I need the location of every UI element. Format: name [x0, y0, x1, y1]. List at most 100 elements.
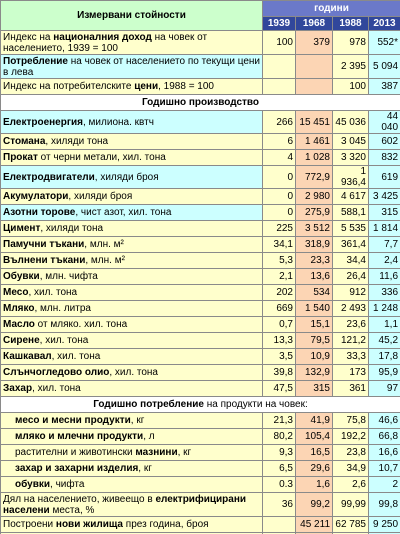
value-cell [262, 54, 296, 79]
label-part: , млн. м² [85, 255, 125, 266]
label-part: на човек от населението по текущи цени в… [3, 55, 260, 78]
data-row: Електродвигатели, хиляди броя 0 772,9 1 936… [0, 165, 400, 189]
value-cell: 47,5 [262, 380, 296, 397]
data-row: Прокат от черни метали, хил. тона 4 1 028 3… [0, 149, 400, 166]
value-cell: 225 [262, 220, 296, 237]
value-cell: 9,3 [262, 444, 296, 461]
label-part: Азотни торове [3, 207, 76, 218]
label-part: електрифицирани населени [3, 493, 247, 516]
value-cell: 16,6 [367, 444, 400, 461]
value-cell: 173 [332, 364, 369, 381]
value-cell: 97 [367, 380, 400, 397]
value-cell: 23,3 [295, 252, 333, 269]
label-part: Прокат [3, 152, 38, 163]
year: 2013 [367, 16, 400, 31]
label-part: Масло [3, 319, 35, 330]
label-part: Памучни тъкани [3, 239, 85, 250]
label-part: , милиона. квтч [83, 116, 154, 128]
label-part: , млн. чифта [39, 271, 98, 282]
data-row: Потребление на човек от населението по т… [0, 54, 400, 79]
value-cell: 192,2 [332, 428, 369, 445]
value-cell: 2 395 [332, 54, 369, 79]
label-part: места, % [49, 504, 95, 516]
data-row: Памучни тъкани, млн. м² 34,1 318,9 361,4 7,7 [0, 236, 400, 253]
value-cell: 5,3 [262, 252, 296, 269]
label-part: нови жилища [55, 519, 123, 530]
value-cell: 602 [367, 133, 400, 150]
label-part: , млн. м² [84, 239, 124, 250]
row-label: мляко и млечни продукти, л [0, 428, 263, 445]
data-row: месо и месни продукти, кг 21,3 41,9 75,8 46,… [0, 412, 400, 429]
header-group: години [261, 0, 400, 17]
label-part: на човек от населението, 1939 = 100 [3, 31, 208, 54]
header-row: Измервани стойности години [0, 0, 400, 31]
data-row: захар и захарни изделия, кг 6,5 29,6 34,9 10… [0, 460, 400, 477]
value-cell: 588,1 [332, 204, 369, 221]
data-row: Месо, хил. тона 202 534 912 336 [0, 284, 400, 301]
value-cell: 105,4 [295, 428, 333, 445]
value-cell: 9 250 [367, 516, 400, 533]
row-label: растителни и животински мазнини, кг [0, 444, 263, 461]
value-cell: 772,9 [295, 165, 333, 189]
label-part: Захар [3, 383, 33, 394]
label-part: , хил. тона [39, 335, 89, 346]
value-cell: 3,5 [262, 348, 296, 365]
label-part: , хиляди броя [68, 191, 133, 202]
label-part: , хил. тона [109, 367, 158, 378]
year: 1988 [332, 16, 369, 31]
value-cell: 33,3 [332, 348, 369, 365]
label-part: Дял на населението, живеещо в [3, 493, 156, 505]
value-cell: 2,6 [332, 476, 369, 493]
label-part: , хил. тона [51, 351, 101, 362]
row-label: Сирене, хил. тона [0, 332, 263, 349]
label-part: Потребление [3, 55, 68, 67]
label-part: от мляко. хил. тона [34, 319, 128, 330]
value-cell: 11,6 [367, 268, 400, 285]
section-row: Годишно производство [0, 94, 400, 111]
value-cell: 0 [262, 188, 296, 205]
value-cell: 2 [367, 476, 400, 493]
value-cell: 318,9 [295, 236, 333, 253]
value-cell: 534 [295, 284, 333, 301]
value-cell: 266 [262, 110, 296, 134]
value-cell: 832 [367, 149, 400, 166]
value-cell: 1,1 [367, 316, 400, 333]
value-cell: 45,2 [367, 332, 400, 349]
value-cell: 5 094 [367, 54, 400, 79]
row-label: Обувки, млн. чифта [0, 268, 263, 285]
row-label: Индекс на потребителските цени, 1988 = 1… [0, 78, 263, 95]
value-cell: 10,9 [295, 348, 333, 365]
year: 1939 [262, 16, 296, 31]
label-part: Електроенергия [3, 116, 83, 128]
value-cell: 0 [262, 165, 296, 189]
year: 1968 [295, 16, 333, 31]
value-cell: 39,8 [262, 364, 296, 381]
value-cell: 2,4 [367, 252, 400, 269]
row-label: Захар, хил. тона [0, 380, 263, 397]
value-cell [295, 78, 333, 95]
data-row: Вълнени тъкани, млн. м² 5,3 23,3 34,4 2,4 [0, 252, 400, 269]
value-cell: 75,8 [332, 412, 369, 429]
value-cell: 1,6 [295, 476, 333, 493]
value-cell [262, 78, 296, 95]
value-cell: 3 512 [295, 220, 333, 237]
value-cell: 978 [332, 30, 369, 55]
label-part: Вълнени тъкани [3, 255, 86, 266]
label-part: Обувки [3, 271, 40, 282]
label-part: , хиляди тона [40, 223, 104, 234]
value-cell: 6 [262, 133, 296, 150]
value-cell: 121,2 [332, 332, 369, 349]
value-cell: 16,5 [295, 444, 333, 461]
data-row: Дял на населението, живеещо в електрифиц… [0, 492, 400, 517]
value-cell: 1 540 [295, 300, 333, 317]
value-cell: 387 [367, 78, 400, 95]
value-cell: 5 535 [332, 220, 369, 237]
label-part: Слънчогледово олио [3, 367, 110, 378]
row-label: Памучни тъкани, млн. м² [0, 236, 263, 253]
label-part: Построени [3, 519, 56, 530]
row-label: месо и месни продукти, кг [0, 412, 263, 429]
value-cell: 66,8 [367, 428, 400, 445]
value-cell: 202 [262, 284, 296, 301]
value-cell [295, 54, 333, 79]
